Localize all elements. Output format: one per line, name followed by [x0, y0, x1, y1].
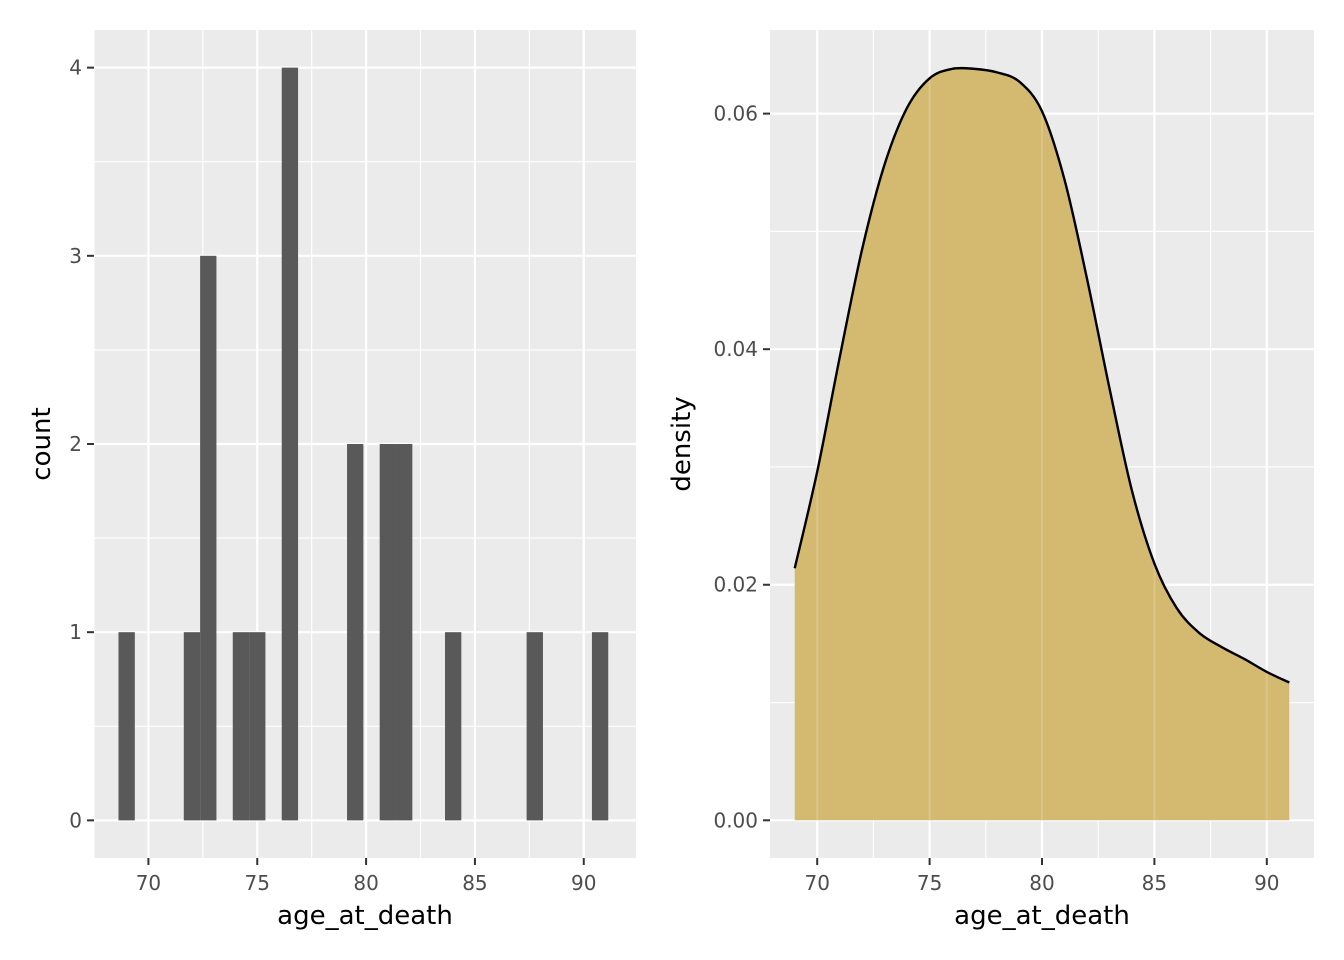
histogram-bar: [396, 444, 413, 821]
histogram-bar: [444, 632, 462, 821]
y-tick-label: 0: [69, 808, 82, 832]
histogram-x-axis-ticks: 70 75 80 85 90: [136, 858, 596, 895]
y-tick-label: 0.06: [713, 102, 758, 126]
density-y-axis-ticks: 0.00 0.02 0.04 0.06: [713, 102, 770, 832]
x-tick-label: 85: [1142, 871, 1167, 895]
histogram-bar: [281, 67, 299, 821]
histogram-bar: [249, 632, 266, 821]
x-tick-label: 80: [353, 871, 378, 895]
density-gridlines-through-fill: [816, 30, 1268, 821]
y-tick-label: 2: [69, 432, 82, 456]
x-tick-label: 90: [571, 871, 596, 895]
histogram-y-axis-title: count: [27, 407, 57, 480]
histogram-bar: [200, 255, 217, 821]
histogram-y-axis-ticks: 0 1 2 3 4: [69, 56, 94, 832]
histogram-bars: [118, 67, 609, 821]
density-panel: 70 75 80 85 90 0.00 0.02 0.04 0.06 age_at_death…: [667, 30, 1314, 931]
density-area: [794, 68, 1290, 821]
histogram-bar: [118, 632, 135, 821]
histogram-bar: [591, 632, 609, 821]
density-x-axis-title: age_at_death: [954, 901, 1130, 931]
histogram-bar: [379, 444, 397, 821]
x-tick-label: 80: [1029, 871, 1054, 895]
y-tick-label: 1: [69, 620, 82, 644]
density-curve: [793, 66, 1290, 684]
histogram-bar: [526, 632, 543, 821]
histogram-bar: [232, 632, 250, 821]
y-tick-label: 0.04: [713, 337, 758, 361]
x-tick-label: 90: [1254, 871, 1279, 895]
x-tick-label: 75: [917, 871, 942, 895]
x-tick-label: 85: [462, 871, 487, 895]
y-tick-label: 3: [69, 244, 82, 268]
histogram-bar: [183, 632, 201, 821]
y-tick-label: 4: [69, 56, 82, 80]
x-tick-label: 70: [804, 871, 829, 895]
y-tick-label: 0.00: [713, 808, 758, 832]
density-y-axis-title: density: [667, 396, 697, 491]
x-tick-label: 70: [136, 871, 161, 895]
density-x-axis-ticks: 70 75 80 85 90: [804, 858, 1280, 895]
histogram-x-axis-title: age_at_death: [277, 901, 453, 931]
y-tick-label: 0.02: [713, 573, 758, 597]
histogram-bar: [347, 444, 364, 821]
histogram-panel: 70 75 80 85 90 0 1 2 3 4 age_at_death count: [27, 30, 636, 931]
x-tick-label: 75: [245, 871, 270, 895]
